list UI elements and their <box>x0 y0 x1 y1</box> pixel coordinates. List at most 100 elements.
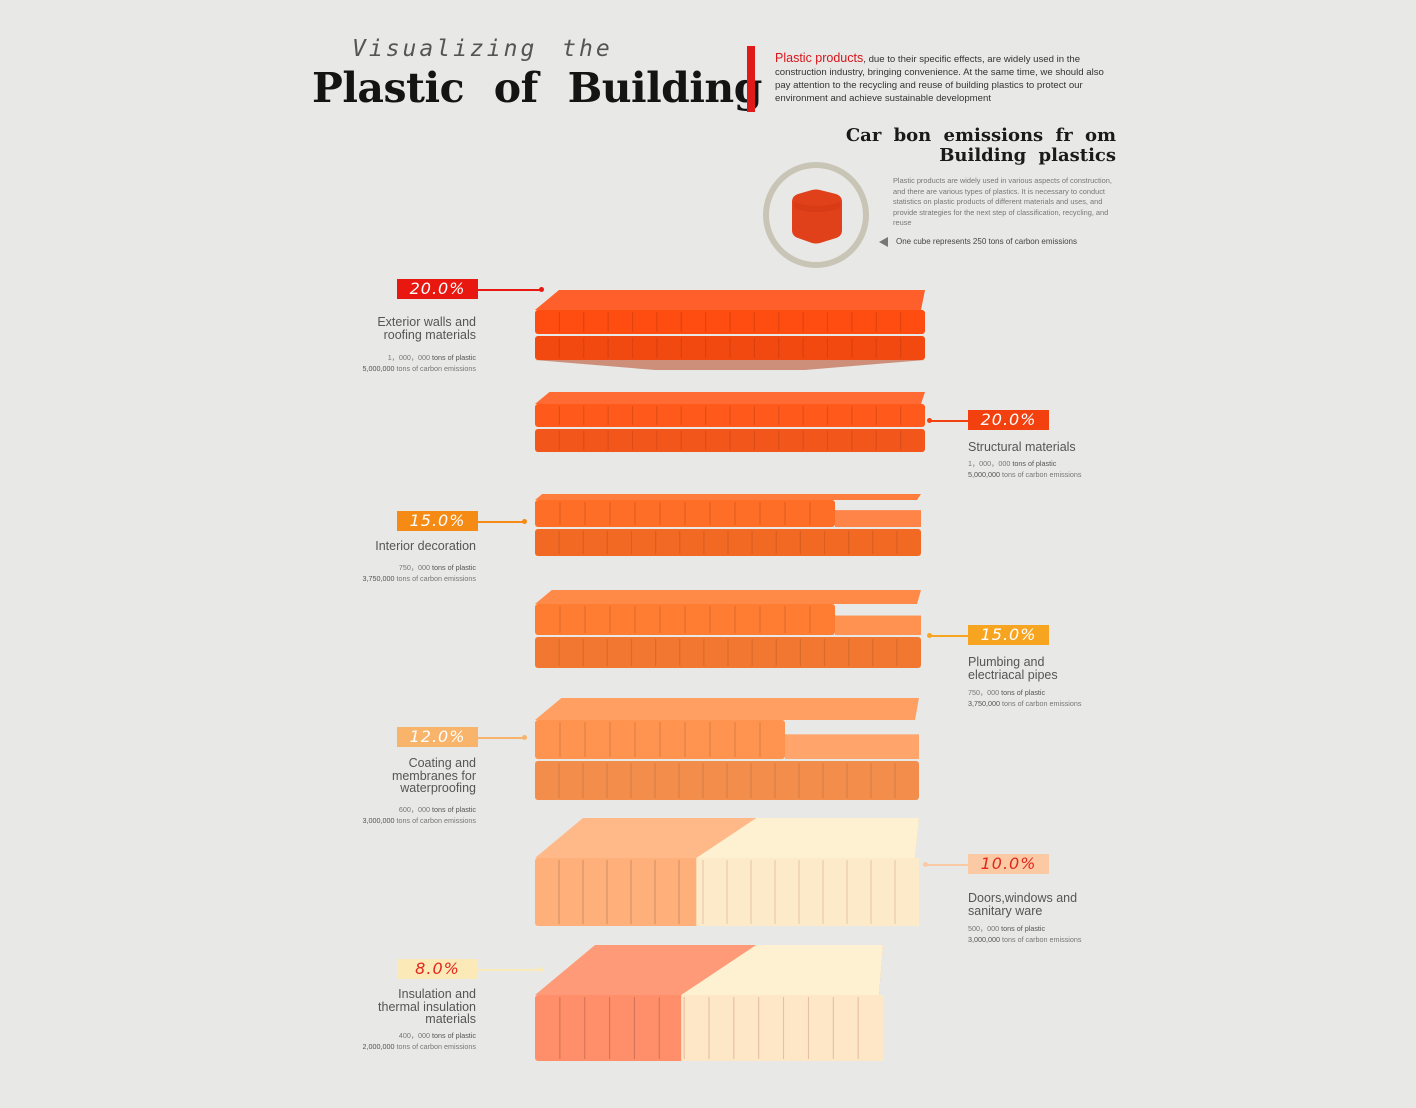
percent-badge: 8.0% <box>397 959 478 979</box>
leader-dot <box>927 418 932 423</box>
stat-block: 600，000 tons of plastic 3,000,000 tons of… <box>363 805 477 827</box>
plastic-amount: 750，000 tons of plastic <box>968 688 1082 699</box>
carbon-number: 2,000,000 <box>362 1041 395 1051</box>
carbon-number: 3,000,000 <box>362 815 395 825</box>
plastic-unit: tons of plastic <box>1012 459 1057 468</box>
carbon-amount: 3,000,000 tons of carbon emissions <box>363 816 477 827</box>
percent-badge: 15.0% <box>968 625 1049 645</box>
category-label: Exterior walls and roofing materials <box>377 316 476 341</box>
stat-block: 750，000 tons of plastic 3,750,000 tons of… <box>363 563 477 585</box>
stat-block: 750，000 tons of plastic 3,750,000 tons of… <box>968 688 1082 710</box>
leader-dot <box>522 519 527 524</box>
slab-2 <box>535 392 925 452</box>
category-label-line: roofing materials <box>383 327 476 342</box>
plastic-unit: tons of plastic <box>432 563 476 572</box>
category-label-line: waterproofing <box>400 781 476 795</box>
category-label-line: Insulation and <box>398 987 476 1001</box>
legend-arrow-icon <box>879 237 888 247</box>
category-label-line: thermal insulation <box>378 999 476 1014</box>
leader-line <box>929 635 968 637</box>
plastic-unit: tons of plastic <box>432 353 476 362</box>
carbon-unit: tons of carbon emissions <box>1001 934 1082 944</box>
carbon-unit: tons of carbon emissions <box>396 363 476 373</box>
slab-4 <box>535 590 921 668</box>
plastic-unit: tons of plastic <box>432 805 476 814</box>
cube-icon <box>792 189 842 244</box>
stat-block: 1，000，000 tons of plastic 5,000,000 tons … <box>363 353 477 375</box>
percent-badge: 15.0% <box>397 511 478 531</box>
plastic-number: 600，000 <box>398 805 431 814</box>
carbon-title-line1: Car bon emissions fr om <box>845 125 1116 146</box>
stat-block: 400，000 tons of plastic 2,000,000 tons of… <box>363 1031 477 1053</box>
plastic-amount: 600，000 tons of plastic <box>363 805 476 816</box>
percent-badge: 10.0% <box>968 854 1049 874</box>
carbon-amount: 3,000,000 tons of carbon emissions <box>968 935 1082 946</box>
carbon-unit: tons of carbon emissions <box>396 573 476 583</box>
carbon-number: 5,000,000 <box>968 469 1000 479</box>
leader-line <box>478 737 524 739</box>
category-label: Structural materials <box>968 441 1076 454</box>
category-label: Coating and membranes for waterproofing <box>392 757 476 795</box>
category-label-line: electriacal pipes <box>968 667 1058 682</box>
carbon-description: Plastic products are widely used in vari… <box>893 176 1112 228</box>
plastic-number: 400，000 <box>398 1031 431 1040</box>
carbon-title-line2: Building plastics <box>939 145 1116 166</box>
carbon-number: 3,750,000 <box>362 573 395 583</box>
plastic-number: 1，000，000 <box>387 353 431 362</box>
category-label: Plumbing and electriacal pipes <box>968 656 1058 681</box>
carbon-amount: 3,750,000 tons of carbon emissions <box>363 574 477 585</box>
carbon-unit: tons of carbon emissions <box>396 1041 476 1051</box>
leader-dot <box>539 287 544 292</box>
category-label-line: Coating and <box>408 756 476 770</box>
percent-badge: 12.0% <box>397 727 478 747</box>
category-label-line: Doors,windows and <box>968 891 1078 905</box>
leader-dot <box>923 862 928 867</box>
category-label-line: Structural materials <box>968 440 1076 454</box>
slab-1 <box>535 290 925 370</box>
carbon-unit: tons of carbon emissions <box>396 815 476 825</box>
percent-badge: 20.0% <box>397 279 478 299</box>
plastic-amount: 400，000 tons of plastic <box>363 1031 476 1042</box>
plastic-amount: 750，000 tons of plastic <box>363 563 476 574</box>
category-label-line: Exterior walls and <box>377 315 476 329</box>
intro-highlight: Plastic products <box>775 51 864 65</box>
plastic-amount: 1，000，000 tons of plastic <box>363 353 476 364</box>
leader-line <box>478 969 540 971</box>
carbon-unit: tons of carbon emissions <box>1001 469 1082 479</box>
carbon-amount: 5,000,000 tons of carbon emissions <box>363 364 477 375</box>
plastic-amount: 1，000，000 tons of plastic <box>968 459 1082 470</box>
category-label-line: membranes for <box>391 768 476 783</box>
slab-5 <box>535 698 919 800</box>
carbon-section-title: Car bon emissions fr om Building plastic… <box>830 126 1116 166</box>
category-label-line: Plumbing and <box>968 655 1045 669</box>
intro-text: , due to their specific effects, are wid… <box>775 54 1104 104</box>
category-label-line: materials <box>425 1012 476 1026</box>
leader-dot <box>927 633 932 638</box>
category-label-line: Interior decoration <box>375 539 476 553</box>
plastic-unit: tons of plastic <box>1001 924 1046 933</box>
carbon-number: 3,000,000 <box>968 934 1000 944</box>
carbon-unit: tons of carbon emissions <box>1001 698 1082 708</box>
subtitle: Visualizing the <box>352 36 613 62</box>
slab-7 <box>535 945 883 1061</box>
slab-3 <box>535 494 921 556</box>
percent-badge: 20.0% <box>968 410 1049 430</box>
category-label: Interior decoration <box>375 540 476 553</box>
plastic-amount: 500，000 tons of plastic <box>968 924 1082 935</box>
title-divider <box>747 46 755 112</box>
stat-block: 1，000，000 tons of plastic 5,000,000 tons … <box>968 459 1082 481</box>
carbon-amount: 2,000,000 tons of carbon emissions <box>363 1042 477 1053</box>
leader-line <box>478 289 541 291</box>
leader-dot <box>522 735 527 740</box>
leader-dot <box>538 967 543 972</box>
legend-text: One cube represents 250 tons of carbon e… <box>896 237 1077 246</box>
plastic-number: 750，000 <box>398 563 431 572</box>
stat-block: 500，000 tons of plastic 3,000,000 tons of… <box>968 924 1082 946</box>
leader-line <box>929 420 968 422</box>
leader-line <box>925 864 968 866</box>
category-label-line: sanitary ware <box>968 903 1043 918</box>
leader-line <box>478 521 524 523</box>
carbon-amount: 5,000,000 tons of carbon emissions <box>968 470 1082 481</box>
page-title: Plastic of Building <box>312 64 762 112</box>
